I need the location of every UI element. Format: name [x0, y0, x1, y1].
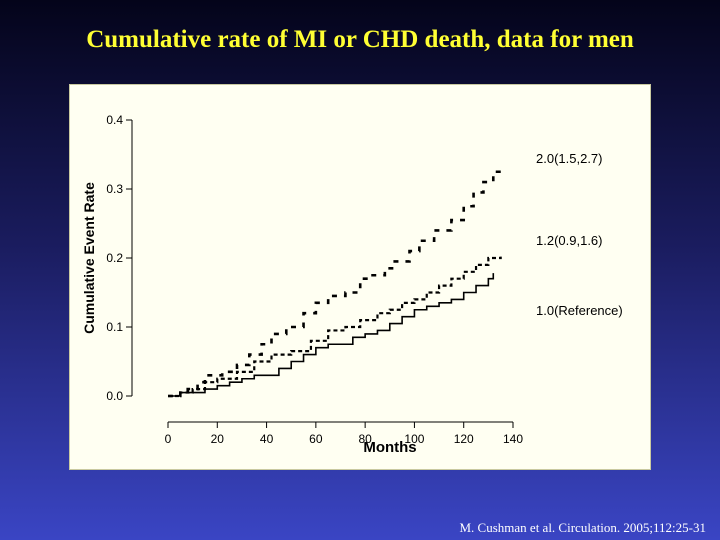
series-label-1: 2.0(1.5,2.7) — [536, 151, 603, 166]
x-axis-label: Months — [363, 439, 416, 456]
series-line-2 — [168, 256, 502, 398]
y-tick-label: 0.2 — [106, 251, 123, 265]
series-line-1 — [168, 168, 505, 398]
y-tick-label: 0.0 — [106, 389, 123, 403]
y-tick-label: 0.4 — [106, 113, 123, 127]
series-layer — [168, 168, 505, 398]
x-tick-label: 100 — [404, 432, 424, 446]
x-tick-label: 20 — [211, 432, 225, 446]
series-label-3: 1.0(Reference) — [536, 303, 623, 318]
labels-layer: 2.0(1.5,2.7) 1.2(0.9,1.6) 1.0(Reference) — [536, 151, 623, 318]
slide-title: Cumulative rate of MI or CHD death, data… — [86, 26, 634, 53]
x-tick-label: 40 — [260, 432, 274, 446]
x-tick-label: 60 — [309, 432, 323, 446]
y-tick-label: 0.3 — [106, 182, 123, 196]
x-tick-label: 140 — [503, 432, 523, 446]
chart-axes: 0.0 0.1 0.2 0.3 0.4 0 20 40 60 80 100 120 140 Months C… — [81, 113, 523, 456]
citation: M. Cushman et al. Circulation. 2005;112:… — [459, 520, 707, 535]
chart-panel: 0.0 0.1 0.2 0.3 0.4 0 20 40 60 80 100 120 140 Months C… — [69, 84, 651, 470]
y-tick-label: 0.1 — [106, 320, 123, 334]
chart-svg: 0.0 0.1 0.2 0.3 0.4 0 20 40 60 80 100 120 140 Months C… — [81, 113, 623, 456]
series-line-3 — [168, 273, 495, 397]
x-tick-label: 120 — [454, 432, 474, 446]
x-tick-label: 0 — [165, 432, 172, 446]
series-label-2: 1.2(0.9,1.6) — [536, 233, 603, 248]
y-axis-label: Cumulative Event Rate — [81, 182, 97, 334]
x-tick-label: 80 — [358, 432, 372, 446]
